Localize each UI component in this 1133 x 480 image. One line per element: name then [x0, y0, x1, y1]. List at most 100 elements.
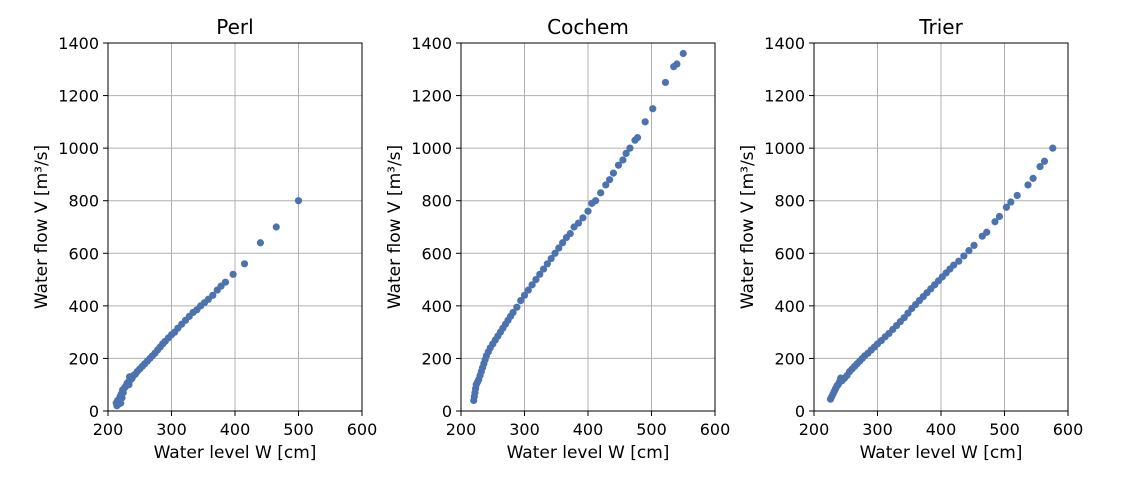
- panel-trier: 200 300 400 500 6000200400600800100012001400…: [738, 15, 1083, 463]
- data-point: [619, 156, 627, 164]
- data-point: [532, 275, 540, 284]
- y-tick-label: 200: [421, 349, 452, 368]
- panel-title: Perl: [216, 15, 253, 39]
- y-tick-label: 800: [68, 192, 99, 211]
- data-point: [509, 308, 517, 317]
- data-point: [513, 303, 521, 311]
- data-point: [983, 228, 991, 236]
- data-point: [209, 291, 217, 299]
- data-point: [605, 176, 614, 184]
- y-tick-label: 200: [68, 349, 99, 368]
- y-tick-label: 400: [421, 297, 452, 316]
- data-point: [614, 161, 623, 169]
- x-tick-label: 400: [926, 420, 957, 439]
- data-point: [294, 197, 303, 205]
- data-point: [661, 78, 670, 87]
- y-tick-label: 600: [68, 244, 99, 263]
- y-tick-label: 200: [774, 349, 805, 368]
- data-point: [539, 265, 548, 273]
- y-tick-label: 1000: [411, 139, 452, 158]
- data-point: [272, 223, 280, 231]
- y-tick-label: 0: [442, 402, 452, 421]
- data-point: [1036, 162, 1044, 171]
- data-point: [536, 270, 544, 278]
- data-point: [574, 219, 583, 227]
- x-tick-label: 200: [446, 420, 477, 439]
- data-point: [551, 249, 559, 257]
- x-tick-label: 500: [989, 420, 1020, 439]
- y-tick-label: 1400: [58, 34, 99, 53]
- data-point: [256, 239, 264, 247]
- data-point: [517, 297, 525, 305]
- x-tick-label: 600: [1053, 420, 1084, 439]
- data-point: [597, 189, 605, 197]
- data-point: [991, 218, 999, 226]
- y-tick-label: 800: [421, 192, 452, 211]
- data-point: [524, 286, 532, 294]
- x-tick-label: 200: [93, 420, 124, 439]
- data-point: [965, 247, 973, 255]
- x-tick-label: 300: [509, 420, 540, 439]
- data-point: [559, 239, 567, 247]
- data-point: [1002, 203, 1011, 211]
- data-point: [240, 260, 249, 268]
- y-axis-label: Water flow V [m³/s]: [32, 145, 52, 309]
- data-point: [1040, 157, 1049, 165]
- panel-title: Cochem: [547, 15, 629, 39]
- data-point: [543, 260, 551, 268]
- data-point: [584, 207, 592, 215]
- data-point: [1024, 181, 1032, 189]
- x-tick-label: 400: [220, 420, 251, 439]
- y-tick-label: 1200: [411, 87, 452, 106]
- y-tick-label: 1400: [411, 34, 452, 53]
- data-point: [641, 118, 649, 126]
- y-tick-label: 1200: [764, 87, 805, 106]
- y-tick-label: 400: [774, 297, 805, 316]
- data-point: [1013, 191, 1021, 200]
- y-tick-label: 0: [795, 402, 805, 421]
- data-point: [609, 169, 618, 177]
- data-point: [633, 134, 642, 142]
- x-axis-label: Water level W [cm]: [507, 443, 670, 463]
- data-point: [673, 60, 681, 68]
- data-point: [626, 144, 634, 152]
- x-tick-label: 500: [636, 420, 667, 439]
- panel-cochem: 200 300 400 500 6000200400600800100012001400…: [385, 15, 730, 463]
- y-tick-label: 1400: [764, 34, 805, 53]
- y-tick-label: 1200: [58, 87, 99, 106]
- data-point: [602, 181, 610, 189]
- x-tick-label: 300: [862, 420, 893, 439]
- data-point: [592, 197, 600, 205]
- x-tick-label: 200: [799, 420, 830, 439]
- y-tick-label: 1000: [764, 139, 805, 158]
- y-axis-label: Water flow V [m³/s]: [738, 145, 758, 309]
- data-point: [622, 149, 630, 157]
- data-point: [520, 291, 529, 299]
- y-tick-label: 600: [774, 244, 805, 263]
- data-point: [555, 244, 563, 252]
- data-point: [950, 261, 958, 269]
- x-axis-label: Water level W [cm]: [860, 443, 1023, 463]
- x-tick-label: 600: [347, 420, 378, 439]
- y-tick-label: 400: [68, 297, 99, 316]
- data-point: [528, 281, 536, 289]
- x-tick-label: 300: [156, 420, 187, 439]
- data-point: [221, 278, 230, 286]
- panel-title: Trier: [918, 15, 963, 39]
- data-point: [1007, 198, 1015, 206]
- data-point: [566, 229, 574, 238]
- x-tick-label: 400: [573, 420, 604, 439]
- data-point: [970, 241, 978, 249]
- data-point: [679, 49, 687, 58]
- y-tick-label: 800: [774, 192, 805, 211]
- data-point: [649, 105, 657, 113]
- y-tick-label: 600: [421, 244, 452, 263]
- y-tick-label: 1000: [58, 139, 99, 158]
- data-point: [960, 252, 968, 260]
- data-point: [1049, 144, 1057, 152]
- y-tick-label: 0: [89, 402, 99, 421]
- data-point: [995, 212, 1004, 221]
- x-tick-label: 600: [700, 420, 731, 439]
- data-point: [579, 214, 587, 222]
